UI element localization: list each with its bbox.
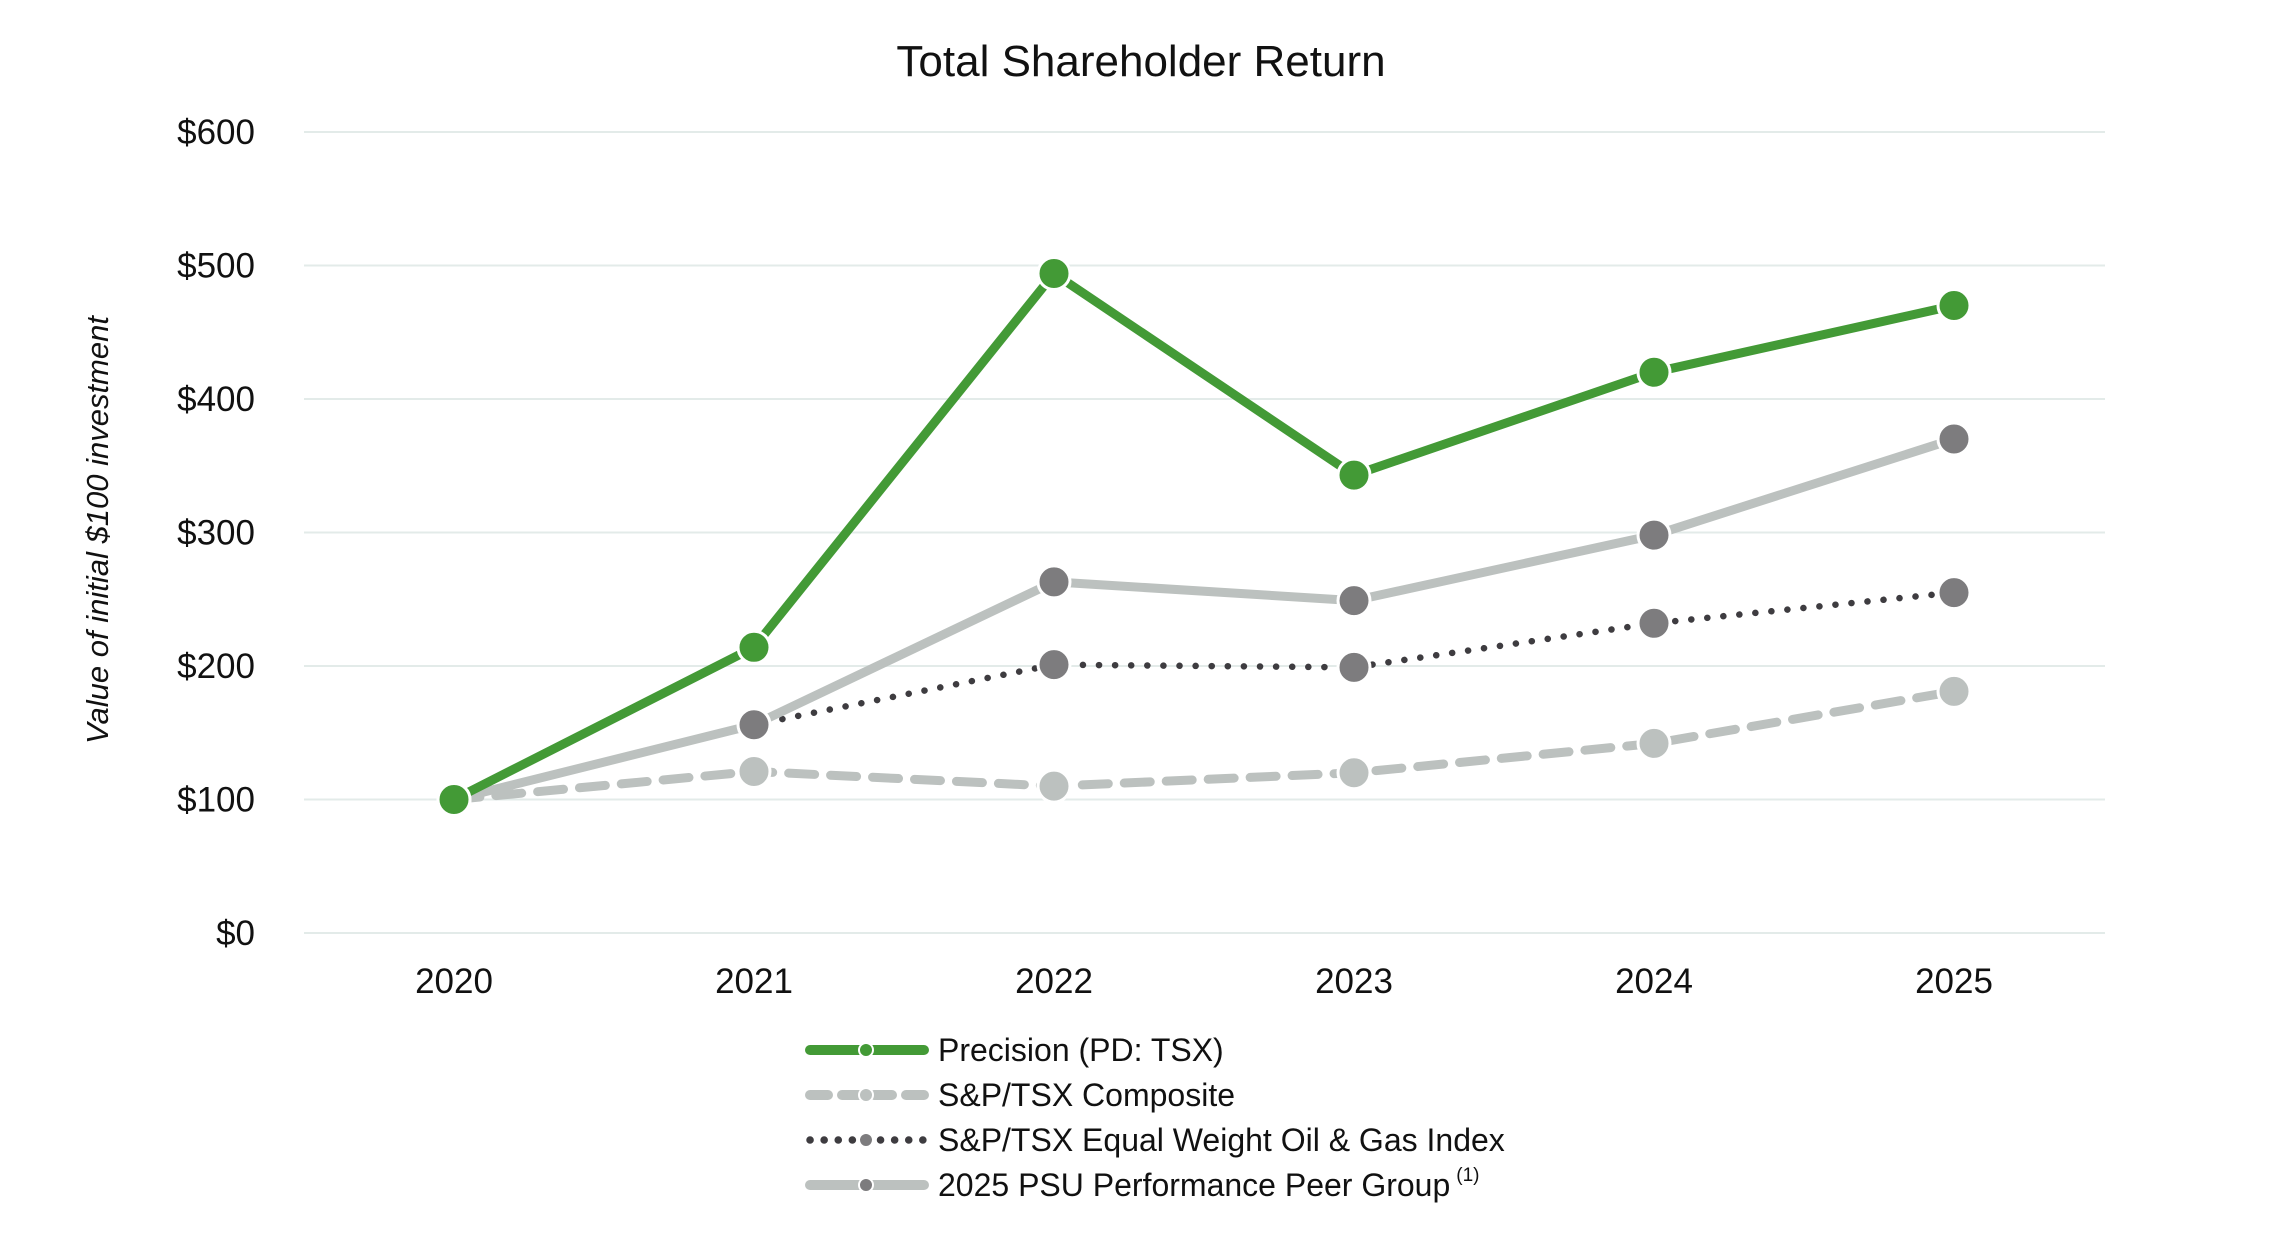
x-tick-label: 2024 <box>1615 962 1693 1001</box>
y-tick-label: $100 <box>177 781 255 820</box>
gridlines <box>304 131 2105 934</box>
y-tick-label: $400 <box>177 380 255 419</box>
legend-item-2: S&P/TSX Equal Weight Oil & Gas Index <box>806 1122 1505 1158</box>
data-point <box>736 707 772 743</box>
y-tick-label: $300 <box>177 514 255 553</box>
data-point <box>1936 288 1972 324</box>
series-group <box>436 256 1972 817</box>
series-1 <box>436 673 1972 817</box>
data-point <box>1636 725 1672 761</box>
x-tick-label: 2023 <box>1315 962 1393 1001</box>
x-tick-label: 2020 <box>415 962 493 1001</box>
y-tick-label: $600 <box>177 113 255 152</box>
legend-marker-swatch <box>858 1177 874 1193</box>
x-tick-label: 2022 <box>1015 962 1093 1001</box>
legend-label: Precision (PD: TSX) <box>938 1032 1224 1068</box>
legend-label: S&P/TSX Equal Weight Oil & Gas Index <box>938 1122 1505 1158</box>
data-point <box>1336 457 1372 493</box>
data-point <box>1336 583 1372 619</box>
legend-item-3: 2025 PSU Performance Peer Group (1) <box>805 1165 1480 1203</box>
legend-label: S&P/TSX Composite <box>938 1077 1235 1113</box>
data-point <box>1036 647 1072 683</box>
legend-marker-swatch <box>858 1087 874 1103</box>
data-point <box>1636 354 1672 390</box>
legend-item-0: Precision (PD: TSX) <box>805 1032 1224 1068</box>
data-point <box>736 629 772 665</box>
legend: Precision (PD: TSX) S&P/TSX Composite S&P/… <box>805 1032 1505 1203</box>
data-point <box>1336 755 1372 791</box>
y-axis-label: Value of initial $100 investment <box>80 315 115 744</box>
y-tick-label: $200 <box>177 647 255 686</box>
legend-label: 2025 PSU Performance Peer Group <box>938 1167 1450 1203</box>
legend-marker-swatch <box>858 1132 874 1148</box>
series-3 <box>436 421 1972 817</box>
data-point <box>1336 649 1372 685</box>
x-tick-label: 2021 <box>715 962 793 1001</box>
series-line <box>449 269 1959 804</box>
data-point <box>1636 605 1672 641</box>
data-point <box>1036 768 1072 804</box>
x-tick-labels: 2020 2021 2022 2023 2024 2025 <box>415 962 1993 1001</box>
legend-item-1: S&P/TSX Composite <box>805 1077 1235 1113</box>
y-tick-label: $0 <box>216 914 255 953</box>
y-tick-label: $500 <box>177 247 255 286</box>
data-point <box>1636 517 1672 553</box>
data-point <box>1936 575 1972 611</box>
series-line <box>449 686 1959 804</box>
chart-title: Total Shareholder Return <box>896 37 1385 86</box>
series-line <box>449 434 1959 804</box>
y-tick-labels: $0 $100 $200 $300 $400 $500 $600 <box>177 113 255 953</box>
data-point <box>736 753 772 789</box>
series-line <box>450 589 1958 803</box>
data-point <box>1036 564 1072 600</box>
series-0 <box>436 256 1972 817</box>
data-point <box>1936 421 1972 457</box>
legend-superscript: (1) <box>1456 1165 1479 1186</box>
data-point <box>1036 256 1072 292</box>
legend-marker-swatch <box>858 1042 874 1058</box>
data-point <box>1936 673 1972 709</box>
x-tick-label: 2025 <box>1915 962 1993 1001</box>
data-point <box>436 782 472 817</box>
